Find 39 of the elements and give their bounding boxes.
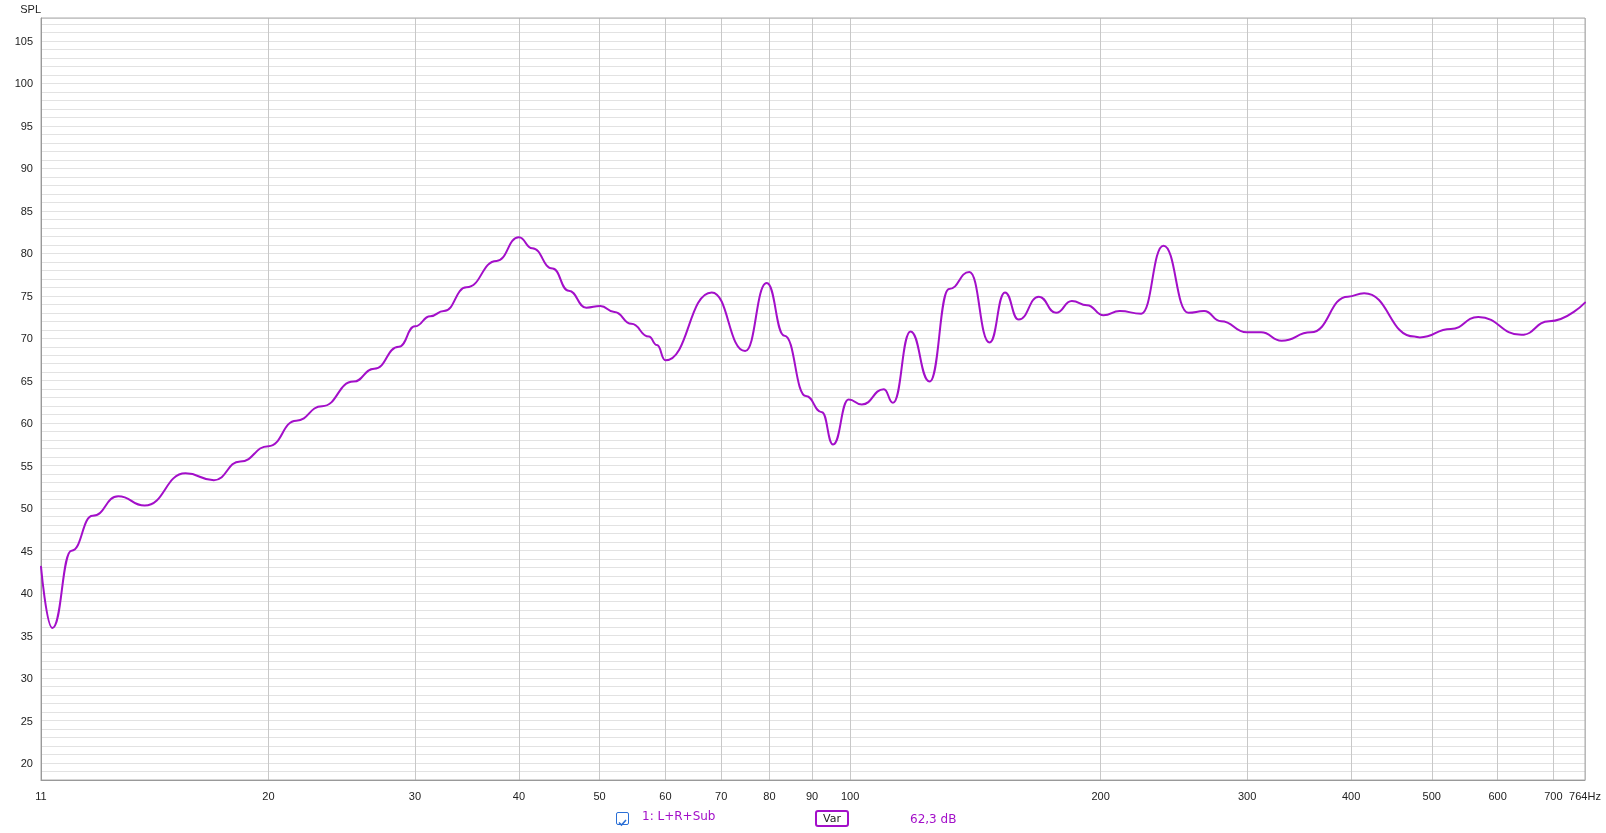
text: 62,3 dB [910, 812, 957, 826]
y-tick-label: 55 [20, 459, 33, 472]
y-tick-label: 60 [20, 417, 33, 430]
x-tick-label: 50 [593, 789, 606, 802]
x-tick-label: 600 [1488, 789, 1507, 802]
x-tick-label: 80 [763, 789, 776, 802]
y-tick-label: 85 [20, 204, 33, 217]
y-tick-label: 100 [14, 77, 33, 90]
x-tick-label: 764Hz [1569, 789, 1601, 802]
y-tick-label: 35 [20, 629, 33, 642]
x-tick-label: 20 [262, 789, 275, 802]
y-tick-label: 90 [20, 162, 33, 175]
y-tick-label: 70 [20, 332, 33, 345]
y-tick-label: 25 [20, 714, 33, 727]
y-tick-label: 95 [20, 119, 33, 132]
x-tick-label: 400 [1341, 789, 1361, 802]
x-tick-label: 30 [408, 789, 422, 802]
x-tick-label: 60 [659, 789, 672, 802]
x-tick-label: 70 [715, 789, 728, 802]
x-tick-label: 200 [1091, 789, 1110, 802]
x-tick-label: 500 [1422, 789, 1441, 802]
y-axis-title: SPL [20, 2, 41, 15]
x-tick-label: 700 [1544, 789, 1563, 802]
y-tick-label: 105 [14, 34, 33, 47]
x-tick-label: 300 [1237, 789, 1257, 802]
y-tick-label: 20 [20, 757, 33, 770]
x-tick-label: 11 [35, 789, 47, 802]
text: Var [815, 810, 849, 827]
x-tick-label: 100 [840, 789, 860, 802]
y-tick-label: 30 [20, 672, 33, 685]
y-tick-label: 65 [20, 374, 33, 387]
y-tick-label: 80 [20, 247, 33, 260]
text: 1: L+R+Sub [642, 809, 716, 823]
y-tick-label: 45 [20, 544, 33, 557]
x-tick-label: 40 [512, 789, 526, 802]
y-tick-label: 50 [20, 502, 33, 515]
x-tick-label: 90 [805, 789, 819, 802]
y-tick-label: 40 [20, 587, 33, 600]
y-tick-label: 75 [20, 289, 33, 302]
